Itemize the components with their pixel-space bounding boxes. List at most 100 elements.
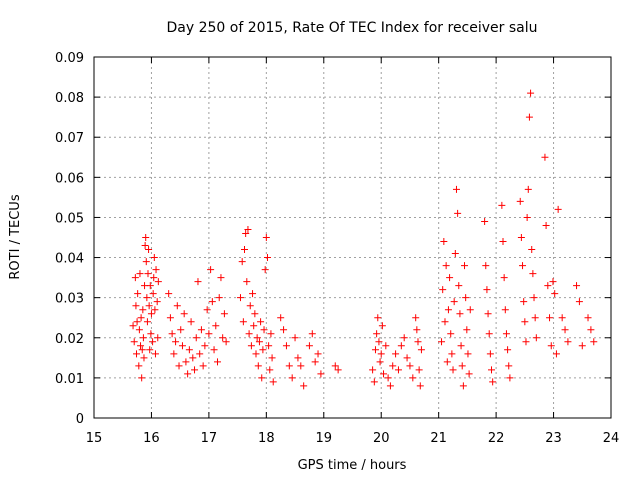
data-point — [175, 362, 183, 370]
data-point — [138, 374, 146, 382]
data-point — [392, 350, 400, 358]
data-point — [137, 314, 145, 322]
y-tick-label: 0.08 — [55, 91, 84, 106]
data-point — [247, 342, 255, 350]
data-point — [168, 330, 176, 338]
data-point — [500, 274, 508, 282]
data-point — [305, 342, 313, 350]
x-tick-label: 21 — [430, 431, 447, 446]
data-point — [463, 326, 471, 334]
data-point — [549, 278, 557, 286]
data-point — [153, 298, 161, 306]
data-point — [238, 258, 246, 266]
x-tick-label: 23 — [545, 431, 562, 446]
data-point — [457, 342, 465, 350]
data-point — [501, 306, 509, 314]
data-point — [544, 282, 552, 290]
data-point — [417, 346, 425, 354]
data-point — [265, 342, 273, 350]
data-point — [222, 338, 230, 346]
data-point — [154, 334, 162, 342]
data-point — [414, 338, 422, 346]
data-point — [458, 362, 466, 370]
y-tick-label: 0.04 — [55, 252, 84, 267]
data-point — [146, 282, 154, 290]
data-point — [551, 290, 559, 298]
data-point — [409, 374, 417, 382]
data-point — [140, 354, 148, 362]
data-point — [578, 342, 586, 350]
data-point — [130, 338, 138, 346]
y-tick-label: 0.02 — [55, 332, 84, 347]
data-point — [129, 322, 137, 330]
data-point — [558, 314, 566, 322]
data-point — [210, 346, 218, 354]
data-point — [452, 185, 460, 193]
data-point — [311, 358, 319, 366]
data-point — [152, 266, 160, 274]
data-point — [212, 322, 220, 330]
data-point — [196, 350, 204, 358]
data-point — [255, 338, 263, 346]
data-point — [147, 330, 155, 338]
data-point — [382, 342, 390, 350]
data-point — [554, 205, 562, 213]
data-point — [251, 310, 259, 318]
data-point — [145, 246, 153, 254]
data-point — [462, 294, 470, 302]
y-tick-label: 0.06 — [55, 171, 84, 186]
data-point — [201, 342, 209, 350]
data-point — [547, 342, 555, 350]
data-point — [575, 298, 583, 306]
data-point — [406, 362, 414, 370]
data-point — [447, 330, 455, 338]
data-point — [144, 270, 152, 278]
data-point — [191, 366, 199, 374]
data-point — [521, 318, 529, 326]
data-point — [246, 302, 254, 310]
data-point — [142, 234, 150, 241]
chart-title: Day 250 of 2015, Rate Of TEC Index for r… — [166, 20, 537, 36]
x-tick-label: 16 — [143, 431, 160, 446]
data-point — [446, 274, 454, 282]
data-point — [486, 350, 494, 358]
data-point — [244, 225, 252, 233]
data-point — [263, 254, 271, 262]
data-point — [459, 382, 467, 390]
data-point — [415, 366, 423, 374]
data-point — [199, 362, 207, 370]
data-point — [483, 286, 491, 294]
data-point — [145, 302, 153, 310]
data-point — [522, 338, 530, 346]
data-point — [516, 197, 524, 205]
data-point — [331, 362, 339, 370]
y-tick-label: 0.01 — [55, 372, 84, 387]
x-tick-label: 19 — [316, 431, 333, 446]
data-point — [482, 262, 490, 270]
data-point — [178, 342, 186, 350]
data-point — [132, 302, 140, 310]
data-point — [485, 330, 493, 338]
y-tick-label: 0 — [76, 412, 84, 427]
data-point — [280, 326, 288, 334]
data-point — [208, 298, 216, 306]
data-point — [416, 382, 424, 390]
data-point — [147, 310, 155, 318]
plot-frame — [93, 56, 612, 419]
data-point — [258, 374, 266, 382]
data-point — [294, 354, 302, 362]
data-point — [590, 338, 598, 346]
data-point — [444, 306, 452, 314]
data-point — [182, 358, 190, 366]
axis-ticks: 15 16 17 18 19 20 21 22 23 24 0 0.01 0.02 0.03 0.04 0.0… — [55, 51, 619, 446]
data-point — [308, 330, 316, 338]
data-point — [374, 314, 382, 322]
data-point — [520, 298, 528, 306]
data-point — [573, 282, 581, 290]
data-point — [378, 322, 386, 330]
data-point — [150, 274, 158, 282]
data-point — [369, 366, 377, 374]
data-point — [277, 314, 285, 322]
data-point — [139, 306, 147, 314]
data-point — [134, 290, 142, 298]
